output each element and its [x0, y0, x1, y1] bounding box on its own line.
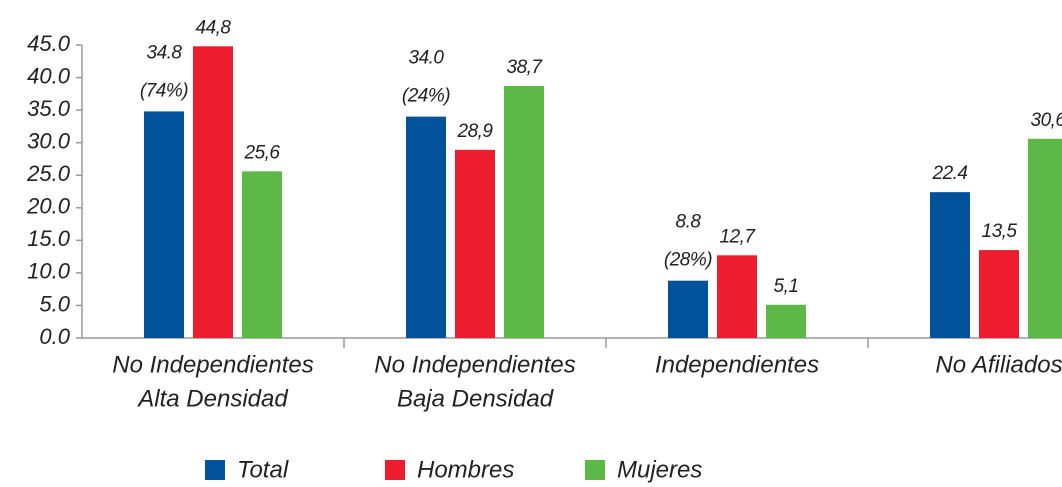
x-tick-label: No Afiliados: [935, 351, 1062, 378]
bar: [242, 171, 282, 338]
y-tick-label: 30.0: [27, 128, 71, 153]
value-label: 34.0: [409, 48, 445, 69]
value-label: 28,9: [457, 121, 494, 142]
legend-swatch: [205, 460, 225, 480]
bar: [766, 304, 806, 338]
value-label: 13,5: [982, 221, 1018, 242]
bar: [406, 116, 446, 338]
bar: [1028, 138, 1062, 338]
y-tick-label: 40.0: [27, 63, 71, 88]
value-label: 34.8: [147, 42, 183, 63]
y-tick-label: 25.0: [26, 161, 71, 186]
x-tick-label: Alta Densidad: [136, 385, 288, 412]
bar: [717, 255, 757, 338]
value-label: 12,7: [720, 226, 757, 247]
x-tick-label: Baja Densidad: [397, 385, 554, 412]
legend-swatch: [385, 460, 405, 480]
y-tick-label: 0.0: [39, 324, 70, 349]
bar: [144, 111, 184, 338]
value-label: 44,8: [196, 17, 232, 38]
bar: [930, 192, 970, 338]
y-tick-label: 5.0: [39, 291, 70, 316]
value-label: 30,6: [1031, 110, 1062, 131]
bar: [193, 46, 233, 339]
value-label: 5,1: [774, 276, 799, 297]
y-tick-label: 35.0: [27, 96, 71, 121]
bar: [455, 149, 495, 338]
annotation: (74%): [140, 80, 188, 101]
y-tick-label: 20.0: [26, 194, 71, 219]
legend-label: Mujeres: [617, 456, 702, 483]
value-label: 8.8: [676, 212, 702, 233]
value-label: 38,7: [507, 57, 544, 78]
y-tick-label: 45.0: [27, 31, 71, 56]
x-tick-label: No Independientes: [374, 351, 576, 378]
y-tick-label: 10.0: [27, 259, 71, 284]
annotation: (28%): [664, 250, 712, 271]
legend-label: Hombres: [417, 456, 514, 483]
value-label: 22.4: [932, 163, 968, 184]
bar: [504, 86, 544, 339]
x-tick-label: Independientes: [655, 351, 819, 378]
annotation: (24%): [402, 86, 450, 107]
legend-label: Total: [237, 456, 289, 483]
value-label: 25,6: [244, 142, 281, 163]
x-tick-label: No Independientes: [112, 351, 314, 378]
y-tick-label: 15.0: [27, 226, 71, 251]
bar: [668, 280, 708, 338]
legend-swatch: [585, 460, 605, 480]
bar: [979, 250, 1019, 338]
